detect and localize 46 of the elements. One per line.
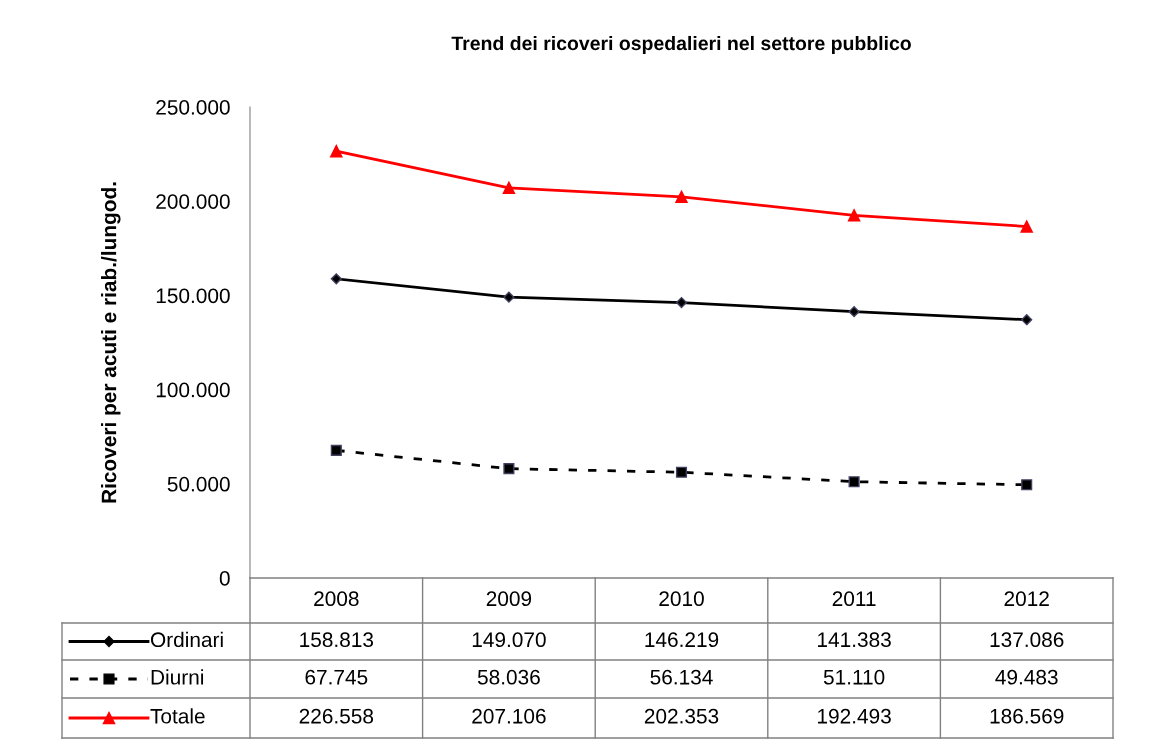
data-label: 67.745 xyxy=(305,669,368,685)
legend-label: Totale xyxy=(150,708,205,724)
x-tick-label: 2010 xyxy=(659,591,704,607)
x-tick-label: 2011 xyxy=(832,591,876,607)
point xyxy=(330,444,342,456)
x-tick-label: 2009 xyxy=(486,591,532,607)
data-label: 58.036 xyxy=(477,669,540,685)
data-label: 192.493 xyxy=(818,708,891,724)
y-tick-label: 0 xyxy=(219,571,230,586)
point xyxy=(675,296,688,309)
point xyxy=(1020,220,1033,233)
point xyxy=(330,144,343,158)
point xyxy=(847,209,861,222)
legend-label: Ordinari xyxy=(150,631,223,648)
point xyxy=(330,273,342,285)
data-label: 49.483 xyxy=(995,669,1058,685)
data-label: 202.353 xyxy=(644,708,719,724)
data-label: 137.086 xyxy=(990,632,1064,648)
y-tick-label: 150.000 xyxy=(156,288,230,304)
legend-label: Diurni xyxy=(151,669,204,685)
point xyxy=(1021,479,1033,491)
data-label: 207.106 xyxy=(472,708,546,724)
point xyxy=(1021,314,1033,326)
y-tick-label: 250.000 xyxy=(156,100,230,115)
point xyxy=(675,190,688,204)
y-tick-label: 100.000 xyxy=(156,382,230,398)
data-label: 146.219 xyxy=(645,632,719,648)
point xyxy=(675,466,688,478)
y-tick-label: 200.000 xyxy=(156,194,230,209)
data-label: 56.134 xyxy=(650,669,713,685)
x-tick-label: 2008 xyxy=(314,591,359,607)
point xyxy=(848,476,860,488)
y-tick-label: 50.000 xyxy=(167,476,230,492)
data-label: 158.813 xyxy=(300,632,374,648)
data-label: 141.383 xyxy=(818,632,891,648)
data-label: 149.070 xyxy=(472,632,546,648)
data-label: 186.569 xyxy=(990,708,1064,724)
point xyxy=(848,306,860,318)
point xyxy=(503,463,515,475)
point xyxy=(503,291,515,303)
data-label: 51.110 xyxy=(823,669,885,685)
x-tick-label: 2012 xyxy=(1004,591,1049,607)
data-label: 226.558 xyxy=(299,708,374,724)
point xyxy=(502,181,516,195)
y-axis-title: Ricoveri per acuti e riab./lungod. xyxy=(101,182,121,503)
chart-title: Trend dei ricoveri ospedalieri nel settore pubblico xyxy=(451,35,911,55)
